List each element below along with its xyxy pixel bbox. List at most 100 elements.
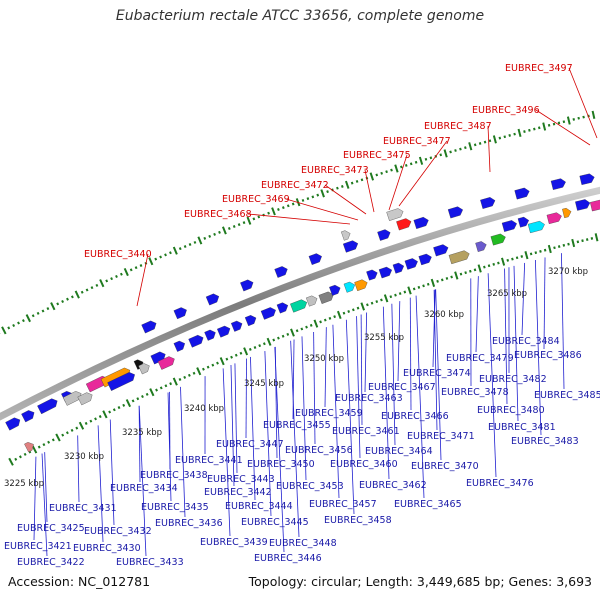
- inner-track-minor-tick: [380, 298, 383, 302]
- outer-track-minor-tick: [21, 319, 25, 323]
- scale-label: 3265 kbp: [487, 289, 527, 299]
- gene-arrow: [274, 266, 288, 278]
- inner-track-minor-tick: [98, 415, 102, 419]
- gene-label-blue: EUBREC_3448: [269, 538, 337, 549]
- gene-arrow: [418, 253, 432, 266]
- inner-track-major-tick: [383, 294, 389, 303]
- scale-label: 3225 kbp: [4, 479, 44, 489]
- inner-track-major-tick: [501, 257, 506, 266]
- gene-label-blue: EUBREC_3464: [365, 446, 433, 457]
- leader-line-blue: [313, 331, 316, 445]
- inner-track-minor-tick: [426, 282, 430, 286]
- outer-track-minor-tick: [380, 171, 383, 175]
- inner-track-minor-tick: [108, 410, 112, 414]
- gene-arrow: [517, 216, 529, 228]
- gene-arrow: [514, 187, 530, 200]
- inner-track-minor-tick: [469, 269, 472, 273]
- outer-track-minor-tick: [572, 117, 576, 121]
- gene-label-blue: EUBREC_3459: [295, 408, 363, 419]
- gene-label-blue: EUBREC_3431: [49, 503, 117, 514]
- outer-track-minor-tick: [178, 247, 182, 251]
- gene-label-blue: EUBREC_3433: [116, 557, 184, 568]
- outer-track-minor-tick: [110, 277, 113, 281]
- inner-track-minor-tick: [122, 403, 126, 407]
- genome-backbone: [0, 186, 600, 421]
- outer-track-minor-tick: [56, 302, 60, 306]
- inner-track-minor-tick: [225, 357, 229, 361]
- scale-label: 3270 kbp: [548, 267, 588, 277]
- inner-track-minor-tick: [234, 353, 238, 357]
- genome-summary-text: Topology: circular; Length: 3,449,685 bp…: [248, 574, 592, 589]
- outer-track-minor-tick: [139, 264, 143, 268]
- gene-label-blue: EUBREC_3434: [110, 483, 178, 494]
- inner-track-minor-tick: [206, 365, 210, 369]
- inner-track-minor-tick: [239, 351, 243, 355]
- gene-arrow: [276, 302, 289, 314]
- gene-label-blue: EUBREC_3436: [155, 518, 223, 529]
- outer-track-major-tick: [99, 279, 105, 288]
- leader-line-red: [136, 253, 149, 307]
- outer-track-major-tick: [320, 189, 325, 198]
- leader-line-red: [285, 198, 359, 221]
- gene-label-red: EUBREC_3440: [84, 249, 152, 260]
- outer-track-minor-tick: [286, 204, 290, 208]
- gene-arrow: [342, 240, 359, 253]
- gene-label-red: EUBREC_3496: [472, 105, 540, 116]
- outer-track-minor-tick: [70, 295, 74, 299]
- inner-track-minor-tick: [581, 239, 584, 243]
- gene-arrow: [447, 206, 463, 219]
- outer-track-minor-tick: [119, 272, 123, 276]
- outer-track-minor-tick: [46, 307, 50, 311]
- inner-track-minor-tick: [497, 261, 500, 265]
- gene-label-blue: EUBREC_3457: [309, 499, 377, 510]
- gene-label-blue: EUBREC_3444: [225, 501, 293, 512]
- outer-track-minor-tick: [557, 121, 561, 125]
- outer-track-minor-tick: [169, 251, 172, 255]
- inner-track-minor-tick: [567, 242, 570, 246]
- inner-track-minor-tick: [492, 262, 496, 266]
- outer-track-minor-tick: [159, 255, 163, 259]
- outer-track-major-tick: [394, 164, 399, 173]
- outer-track-minor-tick: [291, 202, 295, 206]
- inner-track-minor-tick: [262, 342, 266, 346]
- gene-arrow: [329, 284, 341, 296]
- inner-track-major-tick: [547, 244, 552, 254]
- outer-track-minor-tick: [188, 242, 192, 246]
- inner-track-minor-tick: [272, 338, 276, 342]
- gene-label-blue: EUBREC_3443: [207, 474, 275, 485]
- outer-track-minor-tick: [277, 208, 280, 211]
- outer-track-minor-tick: [400, 165, 403, 169]
- inner-track-minor-tick: [42, 443, 46, 447]
- gene-label-blue: EUBREC_3425: [17, 523, 85, 534]
- outer-track-minor-tick: [483, 140, 487, 144]
- outer-track-minor-tick: [577, 116, 580, 120]
- outer-track-minor-tick: [404, 163, 408, 167]
- leader-line-blue: [301, 336, 307, 481]
- gene-label-blue: EUBREC_3421: [4, 541, 72, 552]
- outer-track-minor-tick: [528, 128, 531, 132]
- leader-line-red: [247, 213, 351, 225]
- inner-track-minor-tick: [211, 363, 215, 367]
- outer-track-minor-tick: [449, 150, 452, 154]
- gene-arrow: [386, 208, 404, 221]
- inner-track-minor-tick: [464, 271, 467, 275]
- inner-track-minor-tick: [141, 395, 144, 399]
- outer-track-major-tick: [25, 314, 31, 323]
- gene-arrow: [173, 340, 185, 352]
- gene-label-blue: EUBREC_3422: [17, 557, 85, 568]
- outer-track-minor-tick: [503, 135, 507, 139]
- outer-track-major-tick: [148, 257, 154, 266]
- inner-track-minor-tick: [440, 278, 444, 282]
- leader-line-blue: [521, 262, 526, 336]
- outer-track-minor-tick: [134, 266, 138, 270]
- gene-arrow: [173, 307, 187, 320]
- inner-track-minor-tick: [309, 323, 313, 327]
- gene-label-blue: EUBREC_3471: [407, 431, 475, 442]
- gene-label-blue: EUBREC_3466: [381, 411, 449, 422]
- outer-track-minor-tick: [488, 139, 492, 143]
- outer-track-minor-tick: [582, 115, 585, 119]
- leader-line-red: [487, 125, 491, 173]
- inner-track-major-tick: [430, 278, 436, 287]
- outer-track-minor-tick: [208, 234, 212, 238]
